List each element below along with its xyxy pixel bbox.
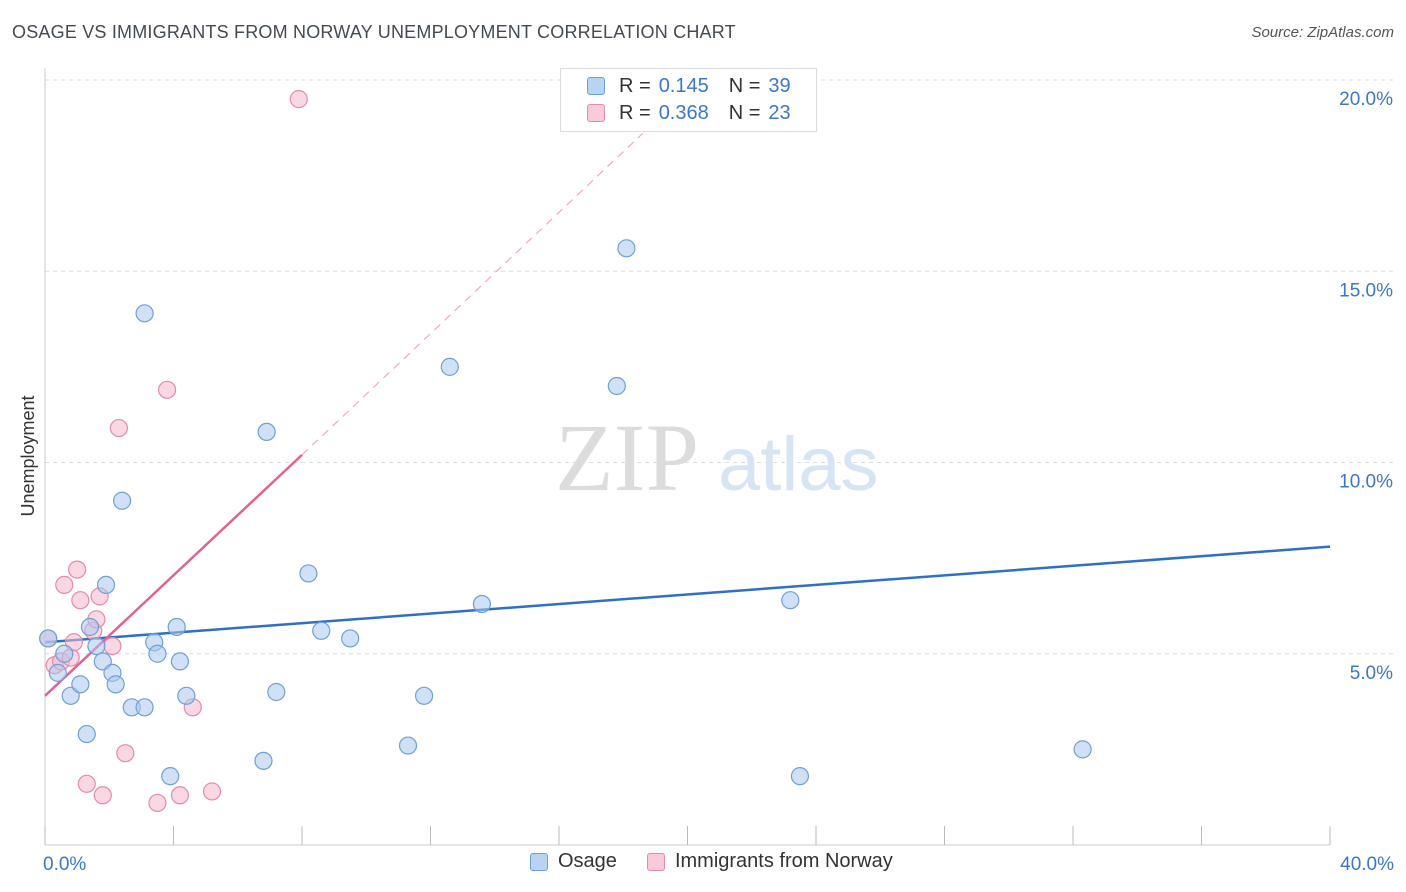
legend-item-label: Osage	[558, 850, 617, 872]
norway-swatch	[587, 104, 605, 122]
watermark-atlas: atlas	[718, 422, 879, 507]
osage-point	[55, 644, 74, 663]
grid-lines	[45, 79, 1395, 655]
osage-point	[161, 767, 180, 786]
osage-point	[87, 636, 106, 656]
norway-point	[116, 744, 135, 763]
osage-point	[148, 644, 167, 663]
legend-r-value: 0.145	[658, 74, 709, 97]
series-legend: Osage Immigrants from Norway	[530, 850, 923, 873]
osage-point	[299, 564, 318, 583]
x-tick-label: 40.0%	[1340, 854, 1394, 875]
osage-point	[312, 621, 331, 640]
watermark: ZIP atlas	[555, 404, 879, 511]
osage-swatch	[587, 77, 605, 95]
norway-point	[170, 786, 190, 805]
osage-point	[112, 491, 132, 510]
y-tick-label: 5.0%	[1350, 663, 1393, 684]
tick-labels: 5.0% 10.0% 15.0% 20.0% 0.0% 40.0%	[43, 89, 1394, 875]
osage-point	[617, 239, 636, 258]
osage-point	[781, 591, 800, 610]
legend-item-osage: Osage	[530, 850, 617, 873]
norway-trend-line	[44, 453, 303, 697]
x-tick-label: 0.0%	[43, 854, 86, 875]
osage-point	[267, 682, 286, 702]
chart-title: OSAGE VS IMMIGRANTS FROM NORWAY UNEMPLOY…	[12, 22, 736, 42]
legend-row-osage: R = 0.145 N = 39	[587, 73, 791, 99]
legend-n-value: 23	[768, 101, 791, 124]
osage-legend-swatch	[530, 852, 548, 871]
osage-point	[254, 751, 273, 770]
osage-point	[1073, 740, 1092, 759]
osage-point	[607, 376, 626, 396]
osage-point	[790, 767, 810, 786]
watermark-zip: ZIP	[555, 404, 699, 511]
osage-point	[414, 686, 434, 705]
osage-point	[440, 357, 459, 376]
osage-point	[170, 652, 190, 671]
norway-point	[103, 636, 122, 656]
norway-point	[93, 786, 112, 805]
legend-n-label: N =	[728, 101, 761, 124]
legend-row-norway: R = 0.368 N = 23	[587, 100, 791, 126]
osage-point	[135, 698, 154, 717]
norway-point	[148, 793, 167, 813]
norway-legend-swatch	[646, 852, 665, 871]
legend-r-value: 0.368	[658, 101, 709, 124]
norway-point	[71, 591, 90, 610]
y-tick-label: 15.0%	[1339, 280, 1393, 301]
stats-legend: R = 0.145 N = 39 R = 0.368 N = 23	[560, 68, 817, 132]
norway-point	[289, 90, 308, 109]
osage-point	[257, 422, 276, 441]
legend-r-label: R =	[619, 74, 651, 97]
osage-point	[48, 663, 67, 682]
y-tick-label: 20.0%	[1339, 89, 1393, 110]
norway-point	[55, 575, 74, 595]
trend-lines	[44, 133, 1331, 697]
osage-point	[80, 617, 100, 637]
osage-point	[77, 724, 96, 744]
osage-point	[135, 304, 154, 323]
legend-item-label: Immigrants from Norway	[674, 850, 893, 872]
osage-point	[398, 736, 418, 755]
norway-point	[68, 560, 87, 579]
y-axis-label: Unemployment	[18, 395, 38, 516]
osage-trend-line	[44, 545, 1331, 644]
osage-point	[472, 594, 491, 614]
osage-point	[106, 675, 125, 694]
legend-r-label: R =	[619, 101, 651, 124]
osage-point	[177, 686, 196, 705]
osage-point	[341, 629, 360, 648]
osage-point	[96, 575, 116, 595]
norway-point	[157, 380, 177, 399]
legend-n-label: N =	[728, 74, 761, 97]
legend-n-value: 39	[768, 74, 791, 97]
norway-point	[202, 782, 222, 801]
norway-point	[109, 418, 128, 438]
norway-point	[77, 774, 96, 793]
chart-source: Source: ZipAtlas.com	[1251, 24, 1394, 41]
axes	[44, 68, 1331, 846]
osage-point	[167, 617, 186, 637]
legend-item-norway: Immigrants from Norway	[646, 850, 893, 873]
data-points	[39, 90, 1092, 813]
osage-point	[39, 629, 58, 648]
osage-point	[71, 675, 90, 694]
y-tick-label: 10.0%	[1339, 472, 1393, 493]
